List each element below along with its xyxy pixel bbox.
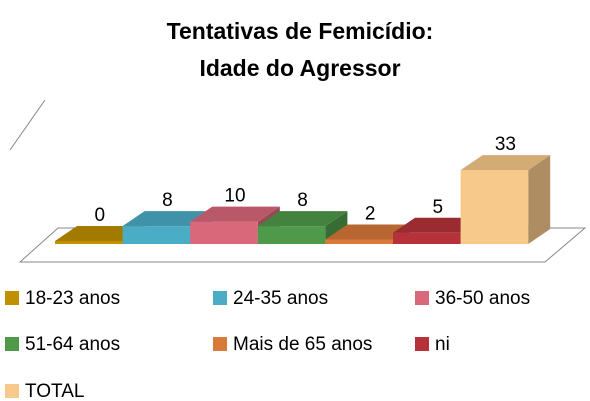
bar-front <box>257 226 326 244</box>
bar-top <box>393 217 483 233</box>
bar-top <box>122 211 213 227</box>
legend-label: 51-64 anos <box>25 334 120 355</box>
back-wall-edge <box>9 99 46 151</box>
legend-swatch <box>5 337 19 351</box>
legend-label: Mais de 65 anos <box>233 334 372 355</box>
legend-label: 36-50 anos <box>435 288 530 309</box>
legend-swatch <box>5 384 19 398</box>
legend-label: TOTAL <box>25 381 84 401</box>
legend-swatch <box>5 291 19 305</box>
bar-top <box>460 155 551 171</box>
bar-side <box>528 155 551 244</box>
legend-swatch <box>213 337 227 351</box>
legend-swatch <box>415 337 429 351</box>
value-label: 8 <box>162 190 173 211</box>
bar <box>460 155 551 244</box>
bar-front <box>460 170 529 244</box>
bar-front <box>190 221 258 244</box>
chart-title: Tentativas de Femicídio: <box>167 18 434 44</box>
bar-front <box>122 226 191 244</box>
bar-front <box>55 241 123 244</box>
value-label: 10 <box>224 186 245 207</box>
bar-front <box>325 239 393 244</box>
value-label: 5 <box>433 197 444 218</box>
legend-swatch <box>213 291 227 305</box>
bar-top <box>55 226 145 241</box>
bar-top <box>325 224 415 240</box>
bar-top <box>257 211 348 227</box>
legend-swatch <box>415 291 429 305</box>
bar <box>122 211 213 244</box>
chart-title: Idade do Agressor <box>199 55 400 81</box>
legend-label: 24-35 anos <box>233 288 328 309</box>
value-label: 0 <box>95 205 106 226</box>
bar-front <box>393 232 461 244</box>
legend-label: 18-23 anos <box>25 288 120 309</box>
value-label: 2 <box>365 204 376 225</box>
bar-top <box>190 206 280 222</box>
value-label: 8 <box>297 190 308 211</box>
legend-label: ni <box>435 334 450 355</box>
value-label: 33 <box>495 134 516 155</box>
